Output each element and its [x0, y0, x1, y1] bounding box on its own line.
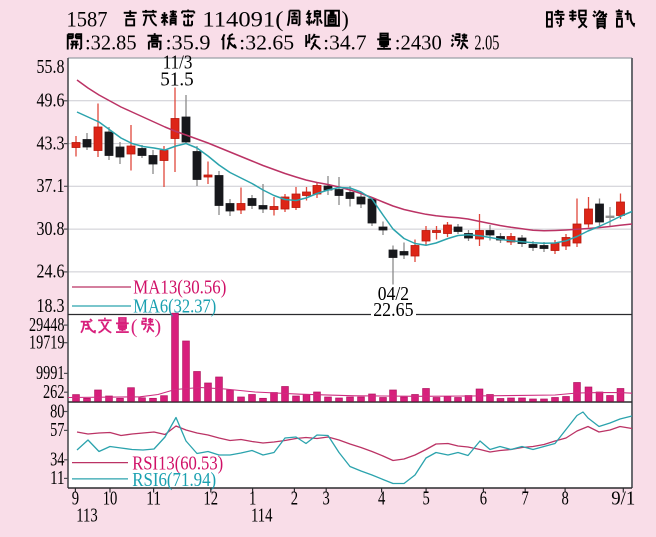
svg-text:9/1: 9/1: [611, 488, 635, 509]
svg-text:4: 4: [378, 488, 385, 509]
svg-text:RSI13(60.53): RSI13(60.53): [132, 453, 223, 475]
svg-text:262: 262: [43, 382, 65, 403]
svg-text:51.5: 51.5: [160, 69, 194, 90]
svg-text:11/3: 11/3: [163, 53, 193, 74]
svg-text:80: 80: [50, 401, 64, 422]
svg-text:34: 34: [50, 450, 65, 471]
svg-text:22.65: 22.65: [373, 300, 413, 321]
svg-text:): ): [342, 7, 349, 32]
svg-text:43.3: 43.3: [37, 133, 65, 154]
svg-text:113: 113: [76, 506, 98, 527]
svg-text:37.1: 37.1: [37, 176, 65, 197]
svg-text:04/2: 04/2: [378, 284, 409, 305]
svg-text:29448: 29448: [29, 315, 65, 336]
svg-text::2430: :2430: [395, 31, 442, 55]
svg-text:30.8: 30.8: [37, 219, 65, 240]
svg-text:(: (: [131, 316, 138, 338]
svg-text:9: 9: [72, 488, 79, 509]
svg-text:5: 5: [422, 488, 429, 509]
svg-text:10: 10: [103, 488, 118, 509]
svg-text:12: 12: [204, 488, 219, 509]
svg-text:1: 1: [249, 488, 256, 509]
svg-text:6: 6: [480, 488, 487, 509]
svg-text::35.9: :35.9: [166, 31, 211, 55]
svg-text:114091(: 114091(: [202, 7, 283, 32]
svg-text:): ): [155, 316, 162, 338]
svg-text:9991: 9991: [36, 363, 65, 384]
svg-text:3: 3: [323, 488, 330, 509]
svg-text:1587: 1587: [67, 7, 108, 32]
svg-text:19719: 19719: [29, 333, 65, 354]
svg-text:24.6: 24.6: [37, 262, 65, 283]
svg-text:MA13(30.56): MA13(30.56): [133, 277, 226, 299]
svg-text:57: 57: [50, 420, 65, 441]
svg-text:55.8: 55.8: [37, 57, 65, 78]
svg-text::32.65: :32.65: [239, 31, 294, 55]
svg-text:RSI6(71.94): RSI6(71.94): [132, 469, 216, 491]
svg-text::32.85: :32.85: [85, 31, 137, 55]
svg-text:8: 8: [561, 488, 568, 509]
svg-text:11: 11: [146, 488, 161, 509]
svg-text:2.05: 2.05: [474, 31, 499, 55]
svg-text:18.3: 18.3: [37, 296, 65, 317]
svg-text:7: 7: [522, 488, 529, 509]
svg-text:49.6: 49.6: [37, 91, 65, 112]
svg-text::34.7: :34.7: [323, 31, 367, 55]
svg-text:2: 2: [291, 488, 298, 509]
svg-text:MA6(32.37): MA6(32.37): [133, 296, 216, 318]
svg-text:114: 114: [251, 506, 273, 527]
svg-text:11: 11: [50, 468, 64, 489]
